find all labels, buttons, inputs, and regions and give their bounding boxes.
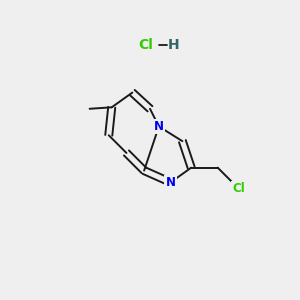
Text: Cl: Cl (138, 38, 153, 52)
Text: N: N (154, 120, 164, 133)
Text: Cl: Cl (232, 182, 245, 195)
Text: N: N (166, 176, 176, 189)
Text: H: H (168, 38, 179, 52)
